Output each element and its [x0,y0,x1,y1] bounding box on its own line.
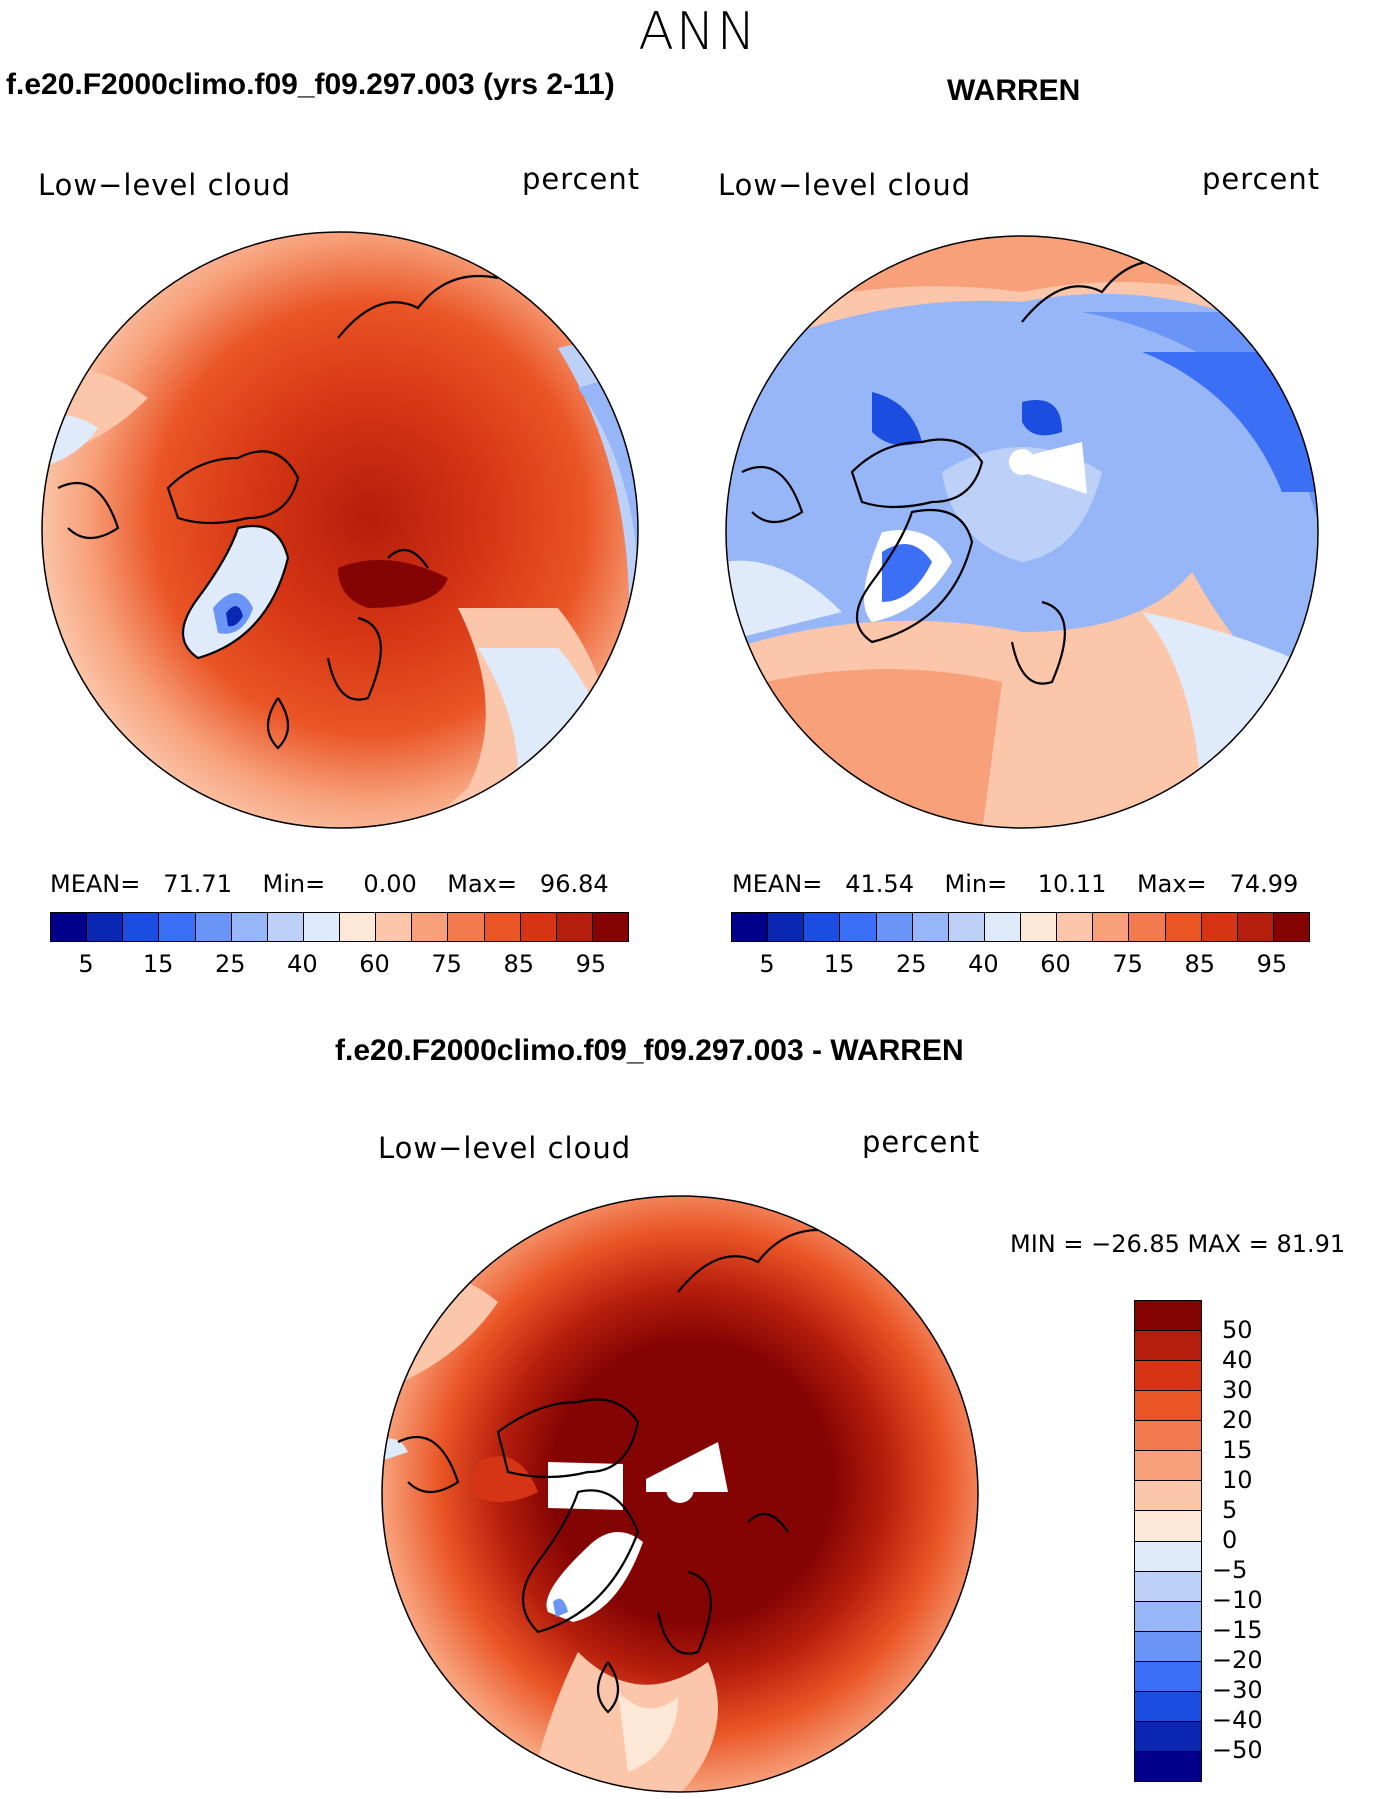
colorbar-swatch [1201,913,1238,941]
obs-units-label: percent [1202,162,1321,196]
colorbar-swatch [340,913,377,941]
colorbar-swatch [912,913,949,941]
diff-variable-label: Low−level cloud [378,1131,632,1165]
colorbar-swatch [1135,1601,1201,1632]
colorbar-tick-label: −20 [1212,1646,1263,1674]
colorbar-swatch [231,913,268,941]
colorbar-swatch [448,913,485,941]
colorbar-swatch [1135,1541,1201,1572]
obs-stats: MEAN= 41.54 Min= 10.11 Max= 74.99 [732,870,1299,898]
model-panel-title: f.e20.F2000climo.f09_f09.297.003 (yrs 2-… [6,68,615,101]
colorbar-swatch [195,913,232,941]
obs-polar-map [725,235,1319,829]
colorbar-swatch [1135,1421,1201,1452]
colorbar-tick-label: 85 [1184,950,1216,978]
colorbar-swatch [1135,1511,1201,1542]
colorbar-swatch [159,913,196,941]
colorbar-swatch [1135,1751,1201,1781]
colorbar-swatch [1135,1451,1201,1482]
colorbar-swatch [1135,1481,1201,1512]
colorbar-tick-label: −40 [1212,1706,1263,1734]
colorbar-swatch [1135,1631,1201,1662]
diff-stats: MIN = −26.85 MAX = 81.91 [1010,1230,1346,1258]
main-title: ANN [638,2,758,62]
colorbar-swatch [984,913,1021,941]
colorbar-tick-label: 25 [215,950,246,978]
colorbar-swatch [87,913,124,941]
diff-polar-map [381,1195,979,1793]
colorbar-swatch [1057,913,1094,941]
colorbar-tick-label: 40 [287,950,318,978]
colorbar-swatch [768,913,805,941]
obs-panel-title: WARREN [947,74,1081,107]
colorbar-swatch [1135,1361,1201,1392]
model-units-label: percent [522,162,641,196]
diff-units-label: percent [862,1125,981,1159]
colorbar-swatch [520,913,557,941]
colorbar-swatch [948,913,985,941]
colorbar-swatch [1135,1691,1201,1722]
colorbar-swatch [1135,1571,1201,1602]
colorbar-tick-label: 50 [1222,1316,1253,1344]
colorbar-tick-label: 60 [359,950,390,978]
colorbar-tick-label: 5 [759,950,775,978]
colorbar-swatch [556,913,593,941]
diff-panel-title: f.e20.F2000climo.f09_f09.297.003 - WARRE… [335,1034,964,1067]
colorbar-swatch [303,913,340,941]
colorbar-swatch [412,913,449,941]
colorbar-tick-label: 15 [142,950,174,978]
colorbar-swatch [1165,913,1202,941]
colorbar-tick-label: 95 [575,950,607,978]
colorbar-swatch [732,913,769,941]
colorbar-tick-label: −30 [1212,1676,1263,1704]
colorbar-swatch [484,913,521,941]
colorbar-tick-label: 75 [1112,950,1143,978]
colorbar-tick-label: −15 [1212,1616,1263,1644]
colorbar-swatch [592,913,628,941]
model-colorbar [50,912,629,942]
diff-colorbar [1134,1300,1202,1782]
colorbar-tick-label: −10 [1212,1586,1263,1614]
colorbar-swatch [840,913,877,941]
colorbar-swatch [1021,913,1058,941]
colorbar-swatch [876,913,913,941]
colorbar-swatch [51,913,88,941]
colorbar-tick-label: 5 [78,950,94,978]
colorbar-tick-label: 40 [968,950,999,978]
colorbar-swatch [804,913,841,941]
model-polar-map [41,231,639,829]
colorbar-tick-label: −50 [1212,1736,1263,1764]
colorbar-tick-label: 5 [1222,1496,1238,1524]
colorbar-tick-label: 20 [1222,1406,1253,1434]
colorbar-swatch [1273,913,1309,941]
colorbar-swatch [1135,1661,1201,1692]
colorbar-tick-label: 30 [1222,1376,1253,1404]
colorbar-swatch [1129,913,1166,941]
model-variable-label: Low−level cloud [38,168,292,202]
model-stats: MEAN= 71.71 Min= 0.00 Max= 96.84 [50,870,609,898]
colorbar-swatch [1135,1721,1201,1752]
colorbar-swatch [123,913,160,941]
colorbar-tick-label: 60 [1040,950,1071,978]
colorbar-tick-label: 15 [823,950,855,978]
obs-colorbar [731,912,1310,942]
colorbar-tick-label: 75 [431,950,462,978]
obs-variable-label: Low−level cloud [718,168,972,202]
colorbar-swatch [267,913,304,941]
colorbar-swatch [1135,1331,1201,1362]
colorbar-swatch [1093,913,1130,941]
colorbar-tick-label: 0 [1222,1526,1238,1554]
colorbar-tick-label: 10 [1222,1466,1253,1494]
colorbar-swatch [376,913,413,941]
colorbar-tick-label: 25 [896,950,927,978]
colorbar-tick-label: 15 [1222,1436,1253,1464]
colorbar-tick-label: 85 [503,950,535,978]
colorbar-tick-label: 40 [1222,1346,1253,1374]
colorbar-swatch [1135,1301,1201,1332]
colorbar-tick-label: 95 [1256,950,1288,978]
colorbar-tick-label: −5 [1212,1556,1248,1584]
colorbar-swatch [1135,1391,1201,1422]
colorbar-swatch [1237,913,1274,941]
